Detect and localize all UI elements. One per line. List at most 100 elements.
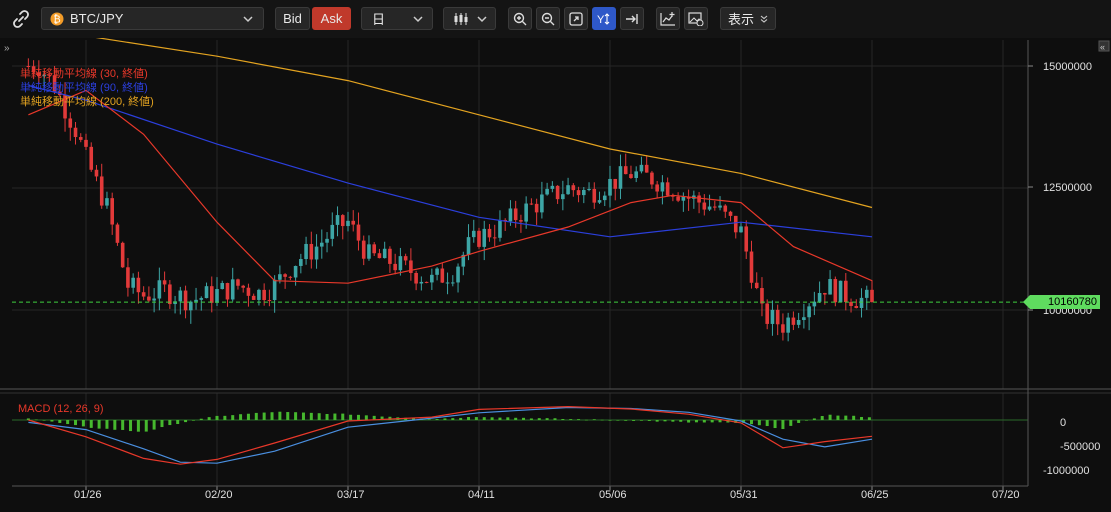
macd-histogram-bar: [176, 420, 180, 425]
macd-histogram-bar: [624, 420, 628, 421]
candle-body: [47, 74, 52, 76]
zoom-out-button[interactable]: [536, 7, 560, 30]
candle-body: [760, 288, 764, 304]
candle-body: [314, 246, 319, 260]
candle-body: [403, 256, 408, 261]
candle-body: [786, 317, 790, 333]
macd-histogram-bar: [254, 412, 258, 420]
time-axis[interactable]: 01/26 02/20 03/17 04/11 05/06 05/31 06/2…: [74, 489, 1020, 501]
bid-button[interactable]: Bid: [275, 7, 310, 30]
candle-body: [550, 185, 555, 189]
candle-body: [576, 190, 581, 196]
add-indicator-button[interactable]: [656, 7, 680, 30]
candle-body: [26, 66, 31, 67]
chart-type-select[interactable]: [443, 7, 496, 30]
candle-body: [309, 243, 314, 260]
macd-histogram-bar: [191, 420, 195, 421]
candle-body: [120, 242, 125, 268]
macd-histogram-bar: [789, 420, 793, 426]
candle-body: [372, 244, 376, 254]
price-tick: 15000000: [1043, 61, 1092, 73]
macd-histogram-bar: [349, 414, 353, 420]
toolbar: ₿ BTC/JPY Bid Ask 日 Y 表示: [0, 0, 1111, 38]
svg-text:Y: Y: [597, 14, 605, 26]
candle-body: [115, 224, 120, 243]
macd-histogram-bar: [506, 417, 510, 420]
zoom-in-button[interactable]: [508, 7, 532, 30]
legend-ma90[interactable]: 単純移動平均線 (90, 終値): [20, 82, 148, 94]
candle-body: [209, 286, 214, 303]
macd-histogram-bar: [26, 418, 30, 420]
macd-histogram-bar: [514, 417, 518, 420]
fit-screen-button[interactable]: [564, 7, 588, 30]
candle-body: [430, 274, 434, 283]
chart-area[interactable]: 15000000 12500000 10000000 0 -500000 -10…: [0, 38, 1111, 512]
macd-histogram-bar: [742, 420, 746, 423]
candle-body: [665, 182, 670, 196]
candle-body: [623, 166, 628, 175]
scroll-to-latest-button[interactable]: [620, 7, 644, 30]
candle-body: [870, 289, 874, 303]
time-tick: 05/06: [599, 489, 627, 501]
price-axis[interactable]: 15000000 12500000 10000000: [1028, 61, 1092, 317]
candle-body: [634, 171, 638, 179]
macd-histogram-bar: [773, 420, 777, 429]
candle-body: [299, 259, 303, 266]
candle-body: [566, 185, 570, 195]
current-price-tag: 10160780: [1023, 295, 1100, 309]
macd-histogram-bar: [66, 420, 70, 425]
candle-body: [320, 242, 324, 247]
legend-ma200[interactable]: 単純移動平均線 (200, 終値): [20, 96, 154, 108]
zoom-in-icon: [513, 12, 527, 25]
macd-tick: -1000000: [1043, 465, 1090, 477]
candle-body: [94, 169, 99, 177]
candle-body: [707, 206, 712, 210]
symbol-select[interactable]: ₿ BTC/JPY: [41, 7, 264, 30]
candle-body: [398, 256, 403, 271]
display-menu-button[interactable]: 表示: [720, 7, 776, 30]
candle-body: [671, 195, 675, 197]
candle-body: [728, 211, 733, 216]
collapse-left-icon[interactable]: »: [4, 43, 10, 54]
auto-scale-y-button[interactable]: Y: [592, 7, 616, 30]
candle-body: [325, 238, 329, 243]
link-icon[interactable]: [10, 7, 32, 30]
macd-histogram-bar: [341, 413, 345, 420]
macd-histogram-bar: [522, 417, 526, 420]
macd-histogram-bar: [356, 414, 360, 420]
screenshot-button[interactable]: [684, 7, 708, 30]
macd-histogram-bar: [474, 417, 478, 420]
candle-body: [241, 285, 245, 288]
macd-histogram-bar: [364, 415, 368, 420]
macd-histogram-bar: [435, 418, 439, 420]
macd-histogram-bar: [687, 420, 691, 423]
macd-histogram-bar: [388, 416, 392, 420]
macd-histogram-bar: [671, 420, 675, 422]
macd-histogram-bar: [537, 418, 541, 420]
candle-body: [608, 178, 612, 196]
candle-body: [587, 188, 591, 190]
moving-averages: [28, 38, 873, 284]
macd-histogram-bar: [270, 412, 274, 420]
candle-body: [382, 248, 387, 259]
macd-pane: [12, 405, 1028, 465]
candle-body: [126, 267, 130, 288]
candle-body: [545, 188, 549, 195]
candle-body: [844, 280, 848, 303]
macd-axis[interactable]: 0 -500000 -1000000: [1043, 417, 1100, 477]
candle-body: [215, 289, 219, 303]
candle-body: [168, 284, 172, 305]
legend-ma30[interactable]: 単純移動平均線 (30, 終値): [20, 68, 148, 80]
candle-body: [451, 282, 455, 284]
candle-body: [644, 164, 649, 173]
legend-macd[interactable]: MACD (12, 26, 9): [18, 403, 104, 415]
ask-button[interactable]: Ask: [312, 7, 351, 30]
interval-select[interactable]: 日: [361, 7, 433, 30]
candle-body: [833, 279, 838, 303]
candle-body: [424, 281, 429, 283]
time-tick: 06/25: [861, 489, 889, 501]
macd-histogram-bar: [710, 420, 714, 423]
macd-histogram-bar: [459, 417, 463, 420]
expand-right-button[interactable]: «: [1098, 40, 1110, 52]
candle-body: [513, 208, 518, 221]
